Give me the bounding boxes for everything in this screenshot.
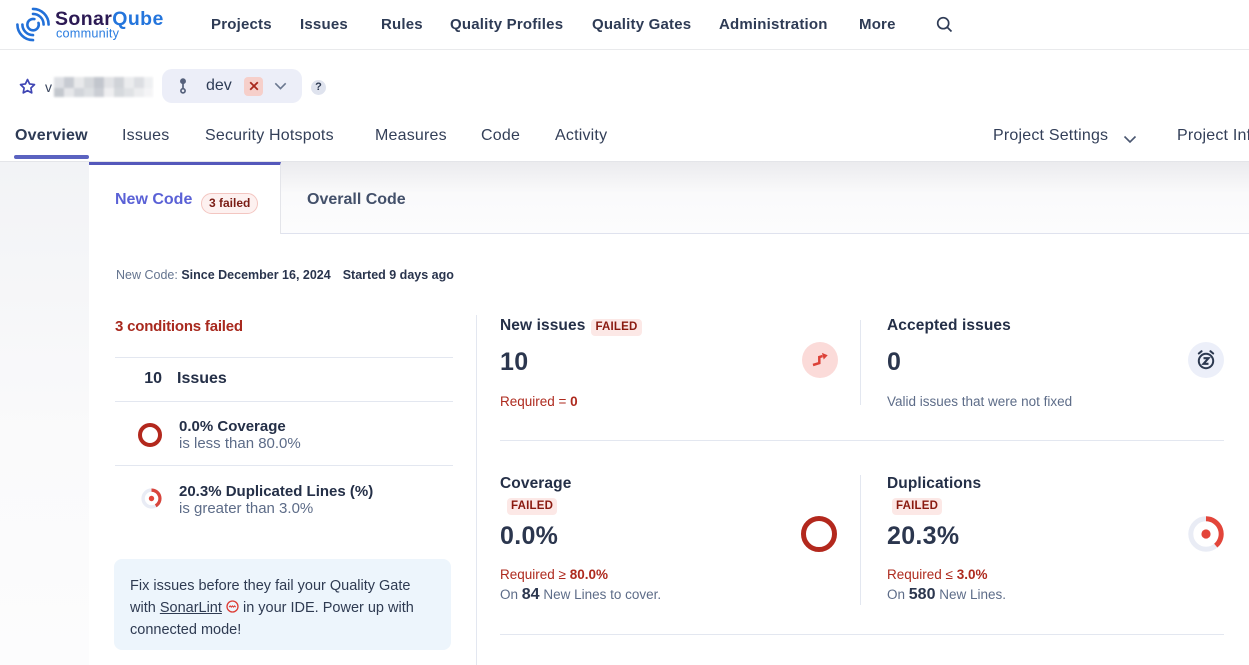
svg-text:community: community [56,27,120,41]
svg-text:SonarQube: SonarQube [55,8,164,30]
svg-text:v: v [45,79,52,95]
